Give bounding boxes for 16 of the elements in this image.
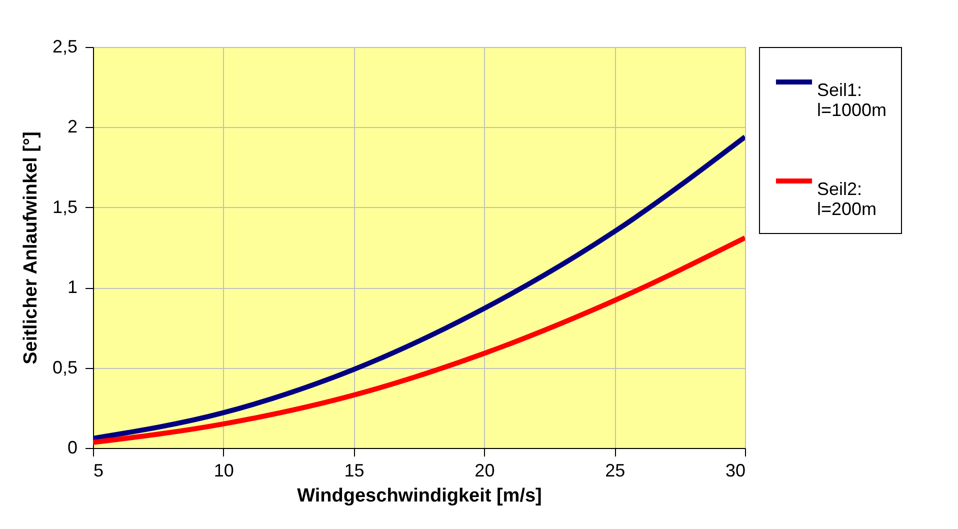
x-tick-label: 10: [214, 460, 234, 480]
y-axis-title: Seitlicher Anlaufwinkel [°]: [20, 132, 42, 364]
y-tick-label: 1,5: [52, 196, 78, 217]
x-tick-label: 20: [474, 460, 495, 480]
y-tick-label: 2,5: [52, 36, 78, 56]
y-tick-label: 2: [67, 116, 78, 137]
x-axis-title: Windgeschwindigkeit [m/s]: [297, 486, 542, 506]
x-tick-label: 15: [344, 460, 364, 480]
y-tick-label: 0: [67, 438, 78, 458]
legend-label: Seil1: l=1000m: [817, 80, 887, 120]
x-tick-label: 5: [94, 460, 104, 480]
x-tick-label: 25: [605, 460, 626, 480]
legend-label: Seil2: l=200m: [817, 179, 877, 219]
x-tick-label: 30: [725, 460, 746, 480]
y-tick-label: 0,5: [52, 357, 78, 378]
y-tick-label: 1: [67, 277, 78, 298]
